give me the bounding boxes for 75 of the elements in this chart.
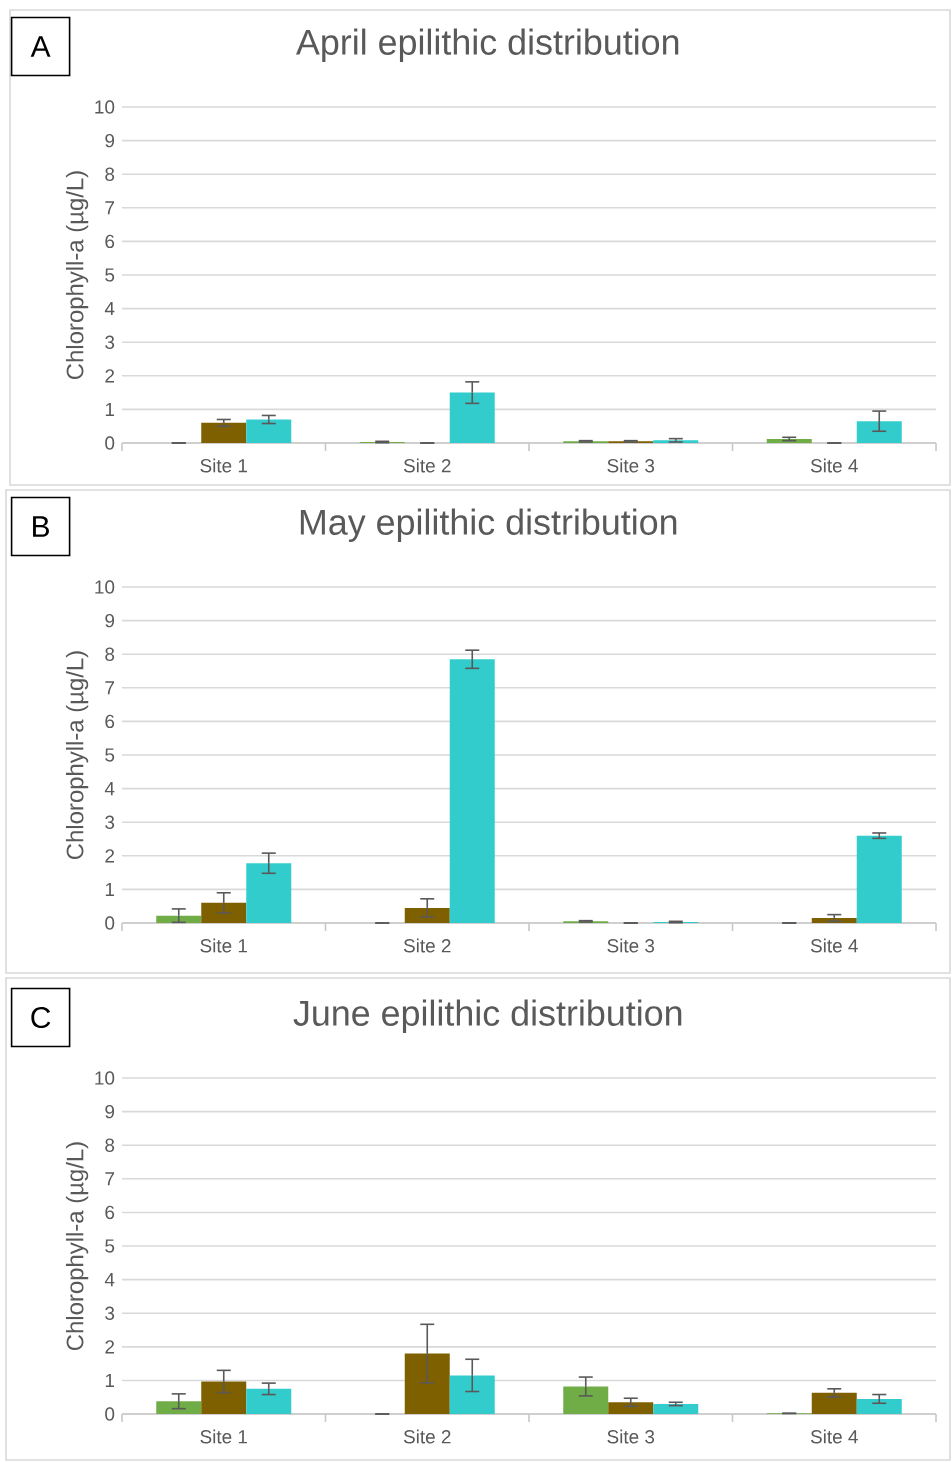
bar bbox=[766, 438, 812, 444]
y-tick-label: 6 bbox=[105, 234, 115, 249]
x-tick-label: Site 3 bbox=[607, 938, 655, 953]
bar bbox=[404, 907, 450, 924]
bar bbox=[201, 1381, 247, 1415]
y-tick-label: 9 bbox=[105, 613, 115, 628]
y-tick-label: 3 bbox=[105, 335, 115, 349]
y-tick-label: 7 bbox=[105, 1172, 115, 1186]
y-tick-label: 4 bbox=[104, 1273, 115, 1287]
x-tick-label: Site 2 bbox=[403, 938, 451, 953]
x-tick-label: Site 4 bbox=[810, 458, 858, 473]
bar bbox=[653, 1403, 699, 1415]
y-tick-label: 1 bbox=[105, 402, 115, 416]
y-tick-label: 2 bbox=[105, 1340, 115, 1354]
x-tick-label: Site 3 bbox=[607, 458, 655, 473]
y-tick-label: 5 bbox=[105, 268, 115, 282]
bar bbox=[246, 863, 292, 924]
chart-title: May epilithic distribution bbox=[300, 508, 677, 543]
bar bbox=[563, 1386, 609, 1415]
y-tick-label: 1 bbox=[105, 882, 115, 896]
chart-title: April epilithic distribution bbox=[295, 28, 679, 63]
bar bbox=[856, 421, 902, 444]
y-tick-label: 4 bbox=[104, 782, 115, 796]
bar bbox=[246, 1388, 292, 1415]
y-tick-label: 2 bbox=[105, 369, 115, 383]
y-tick-label: 10 bbox=[95, 100, 115, 114]
y-tick-label: 5 bbox=[105, 1239, 115, 1253]
x-tick-label: Site 1 bbox=[200, 1429, 247, 1444]
y-tick-label: 8 bbox=[105, 647, 115, 661]
y-tick-label: 8 bbox=[105, 167, 115, 181]
y-tick-label: 7 bbox=[105, 201, 115, 215]
bar bbox=[811, 1392, 857, 1415]
y-tick-label: 7 bbox=[105, 681, 115, 695]
y-tick-label: 0 bbox=[105, 436, 115, 450]
bar bbox=[856, 835, 902, 924]
y-tick-label: 9 bbox=[105, 133, 115, 148]
x-tick-label: Site 1 bbox=[200, 938, 247, 953]
bar bbox=[856, 1398, 902, 1415]
y-tick-label: 0 bbox=[105, 916, 115, 930]
bar bbox=[449, 659, 495, 924]
y-axis-title: Chlorophyll-a (µg/L) bbox=[65, 651, 89, 860]
text: C bbox=[31, 1006, 51, 1029]
x-tick-label: Site 4 bbox=[810, 1429, 858, 1444]
y-tick-label: 9 bbox=[105, 1104, 115, 1119]
y-tick-label: 1 bbox=[105, 1373, 115, 1387]
y-tick-label: 0 bbox=[105, 1407, 115, 1421]
x-tick-label: Site 3 bbox=[607, 1429, 655, 1444]
y-tick-label: 4 bbox=[104, 302, 115, 316]
y-tick-label: 3 bbox=[105, 1306, 115, 1320]
y-tick-label: 10 bbox=[95, 580, 115, 594]
y-tick-label: 6 bbox=[105, 1205, 115, 1220]
y-tick-label: 2 bbox=[105, 849, 115, 863]
bar bbox=[449, 1375, 495, 1415]
bar bbox=[608, 1402, 654, 1415]
bar bbox=[246, 419, 292, 444]
x-tick-label: Site 4 bbox=[810, 938, 858, 953]
bar bbox=[156, 1401, 202, 1415]
y-tick-label: 10 bbox=[95, 1071, 115, 1085]
x-tick-label: Site 2 bbox=[403, 1429, 451, 1444]
text: A bbox=[30, 36, 51, 57]
bar bbox=[811, 917, 857, 924]
bar bbox=[201, 422, 247, 444]
bar bbox=[449, 392, 495, 444]
y-axis-title: Chlorophyll-a (µg/L) bbox=[65, 171, 89, 380]
y-tick-label: 8 bbox=[105, 1138, 115, 1152]
y-axis-title: Chlorophyll-a (µg/L) bbox=[65, 1142, 89, 1351]
text: B bbox=[33, 516, 49, 537]
y-tick-label: 5 bbox=[105, 748, 115, 762]
x-tick-label: Site 2 bbox=[403, 458, 451, 473]
bar bbox=[201, 902, 247, 924]
bar bbox=[404, 1353, 450, 1415]
y-tick-label: 6 bbox=[105, 714, 115, 729]
y-tick-label: 3 bbox=[105, 815, 115, 829]
x-tick-label: Site 1 bbox=[200, 458, 247, 473]
chart-title: June epilithic distribution bbox=[293, 999, 682, 1034]
